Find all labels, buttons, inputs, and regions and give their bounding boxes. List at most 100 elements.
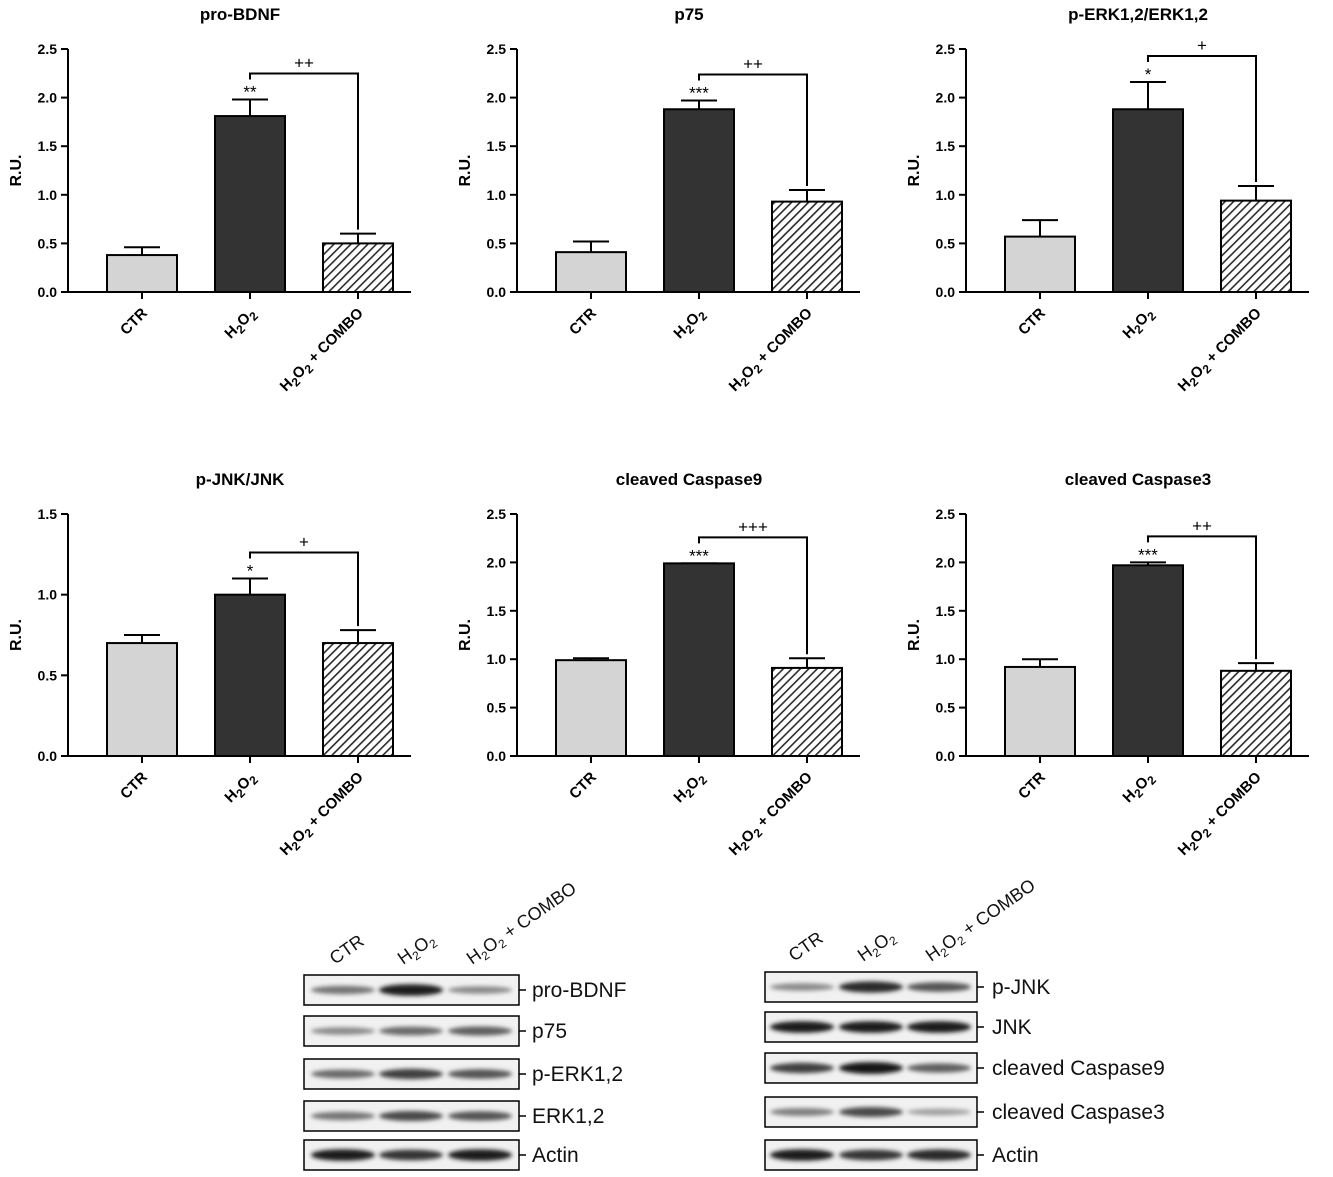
y-tick-label: 1.5: [38, 506, 58, 522]
y-tick-label: 2.5: [936, 506, 956, 522]
blot-band: [379, 1149, 443, 1161]
blot-row-label: Actin: [532, 1144, 579, 1167]
blot-row-label: p75: [532, 1020, 567, 1043]
bar-charts: pro-BDNF R.U. 0.0 0.5 1.0 1.5 2.0 2.5 CTR H2O2 H2O…: [8, 5, 1309, 859]
bar-1: [106, 254, 178, 293]
blot-band: [311, 1111, 375, 1121]
bar-3: [1220, 199, 1292, 293]
blot-band: [770, 1108, 834, 1116]
y-tick-label: 0.5: [487, 700, 507, 716]
comparison-bracket: [249, 551, 359, 627]
y-tick-label: 2.0: [38, 90, 58, 106]
chart-title: pro-BDNF: [200, 5, 280, 24]
chart-title: p-ERK1,2/ERK1,2: [1068, 5, 1208, 24]
blot-band: [379, 1068, 443, 1080]
comparison-label: ++: [1192, 516, 1212, 535]
blot-band: [907, 1021, 971, 1033]
blot-band: [839, 981, 903, 993]
bar-1: [106, 642, 178, 757]
blot-row: Actin: [764, 1139, 1039, 1171]
significance-label: ***: [689, 84, 709, 103]
blot-band: [311, 1027, 375, 1035]
blot-row: ERK1,2: [303, 1100, 604, 1132]
y-axis-label: R.U.: [906, 619, 923, 651]
bar-2: [214, 593, 286, 758]
bar-2: [1112, 564, 1184, 758]
lane-label: H2O2: [854, 926, 901, 968]
comparison-label: +: [1197, 36, 1207, 55]
bar-3: [322, 642, 394, 757]
bar-1: [555, 659, 627, 758]
y-tick-label: 0.0: [936, 284, 956, 300]
x-tick-label: CTR: [1015, 769, 1049, 803]
bar-3: [771, 200, 843, 294]
x-tick-label: CTR: [1015, 305, 1049, 339]
bar-3: [1220, 669, 1292, 757]
blot-band: [311, 1149, 375, 1161]
x-tick-label: CTR: [566, 769, 600, 803]
bar-1: [555, 251, 627, 293]
y-tick-label: 1.5: [38, 138, 58, 154]
blot-row: p-ERK1,2: [303, 1058, 623, 1090]
y-tick-label: 2.0: [936, 90, 956, 106]
lane-label: CTR: [785, 928, 827, 966]
blot-band: [448, 1026, 512, 1036]
x-tick-label: H2O2: [670, 305, 710, 345]
lane-label: CTR: [326, 931, 368, 969]
x-tick-label: H2O2: [221, 769, 261, 809]
chart-title: cleaved Caspase9: [616, 470, 763, 489]
chart-1: pro-BDNF R.U. 0.0 0.5 1.0 1.5 2.0 2.5 CTR H2O2 H2O…: [8, 5, 411, 395]
blot-band: [311, 1069, 375, 1079]
bar-2: [663, 562, 735, 757]
y-tick-label: 1.0: [38, 187, 58, 203]
blot-band: [770, 983, 834, 991]
y-tick-label: 2.5: [38, 41, 58, 57]
blot-row-label: cleaved Caspase9: [992, 1057, 1165, 1080]
comparison-bracket: [1147, 535, 1257, 660]
y-tick-label: 0.0: [38, 748, 58, 764]
y-axis-label: R.U.: [8, 619, 25, 651]
blot-row-label: p-JNK: [992, 976, 1050, 999]
blot-band: [448, 1149, 512, 1161]
blot-panel-2: CTR H2O2 H2O2 + COMBO p-JNK JNK cleaved Caspa…: [764, 875, 1165, 1171]
y-tick-label: 0.5: [936, 700, 956, 716]
blot-row: Actin: [303, 1139, 579, 1171]
chart-2: p75 R.U. 0.0 0.5 1.0 1.5 2.0 2.5 CTR H2O2 H2O2 + C…: [457, 5, 860, 395]
bar-2: [1112, 108, 1184, 293]
comparison-bracket: [698, 536, 808, 655]
y-tick-label: 1.0: [38, 587, 58, 603]
y-tick-label: 0.0: [936, 748, 956, 764]
comparison-label: ++: [294, 54, 314, 73]
significance-label: **: [243, 83, 257, 102]
blot-row-label: pro-BDNF: [532, 979, 627, 1002]
blot-band: [448, 1111, 512, 1121]
blot-band: [907, 1063, 971, 1073]
significance-label: ***: [689, 546, 709, 565]
y-tick-label: 0.5: [936, 235, 956, 251]
comparison-bracket: [1147, 55, 1257, 183]
blot-row-label: Actin: [992, 1144, 1039, 1167]
comparison-label: +: [299, 533, 309, 552]
bar-1: [1004, 665, 1076, 757]
y-tick-label: 0.0: [487, 284, 507, 300]
y-tick-label: 2.0: [487, 90, 507, 106]
chart-4: p-JNK/JNK R.U. 0.0 0.5 1.0 1.5 CTR H2O2 H2O2 + C…: [8, 470, 411, 859]
western-blots: CTR H2O2 H2O2 + COMBO pro-BDNF p75 p-ERK1,2 ER…: [303, 875, 1165, 1171]
blot-band: [770, 1149, 834, 1161]
y-tick-label: 2.5: [487, 506, 507, 522]
blot-band: [839, 1021, 903, 1033]
blot-band: [839, 1107, 903, 1117]
blot-band: [379, 1026, 443, 1036]
x-tick-label: CTR: [117, 305, 151, 339]
blot-band: [839, 1062, 903, 1074]
y-axis-label: R.U.: [8, 155, 25, 187]
y-tick-label: 1.0: [487, 651, 507, 667]
chart-title: p75: [674, 5, 703, 24]
y-tick-label: 1.0: [936, 651, 956, 667]
y-tick-label: 0.5: [38, 235, 58, 251]
y-tick-label: 0.5: [487, 235, 507, 251]
y-tick-label: 1.0: [936, 187, 956, 203]
blot-row-label: ERK1,2: [532, 1105, 604, 1128]
blot-row: cleaved Caspase9: [764, 1052, 1165, 1084]
